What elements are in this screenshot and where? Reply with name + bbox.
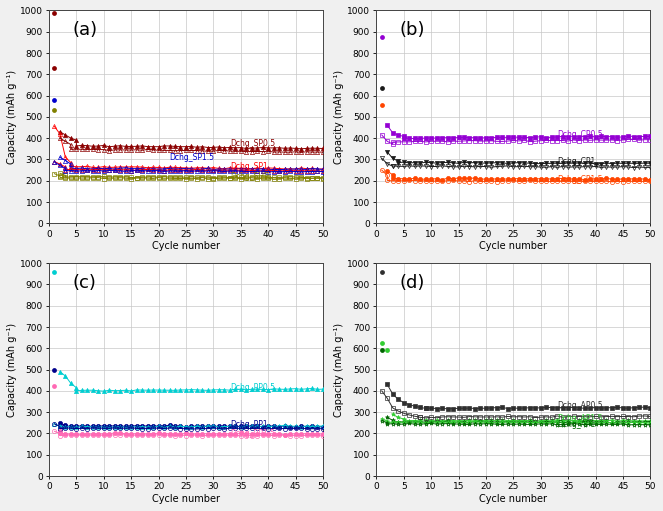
Point — [49, 366, 60, 375]
Text: (a): (a) — [72, 21, 97, 39]
Point — [377, 268, 387, 276]
Text: Dchg_SHP: Dchg_SHP — [230, 172, 269, 181]
X-axis label: Cycle number: Cycle number — [479, 494, 547, 504]
Text: Dchg_AP1.5: Dchg_AP1.5 — [557, 413, 603, 423]
Point — [377, 84, 387, 92]
Text: Dchg_AP0.5: Dchg_AP0.5 — [557, 401, 603, 410]
X-axis label: Cycle number: Cycle number — [479, 241, 547, 251]
Point — [49, 64, 60, 72]
Text: Dchg_SP0.5: Dchg_SP0.5 — [230, 139, 275, 148]
Point — [49, 9, 60, 17]
Point — [377, 33, 387, 41]
Y-axis label: Capacity (mAh g⁻¹): Capacity (mAh g⁻¹) — [7, 70, 17, 164]
Y-axis label: Capacity (mAh g⁻¹): Capacity (mAh g⁻¹) — [334, 70, 344, 164]
X-axis label: Cycle number: Cycle number — [152, 494, 220, 504]
Y-axis label: Capacity (mAh g⁻¹): Capacity (mAh g⁻¹) — [7, 322, 17, 416]
Text: Dchg_PP0.5: Dchg_PP0.5 — [230, 383, 274, 392]
Point — [382, 346, 392, 355]
Text: Dchg_CP0.5: Dchg_CP0.5 — [557, 130, 603, 140]
Text: (d): (d) — [399, 274, 424, 292]
Text: (b): (b) — [399, 21, 425, 39]
Text: Dchg_PP1.5: Dchg_PP1.5 — [230, 429, 274, 438]
Point — [49, 106, 60, 114]
Point — [49, 382, 60, 390]
Point — [49, 96, 60, 104]
Point — [377, 101, 387, 109]
Point — [377, 346, 387, 355]
Point — [377, 339, 387, 347]
Text: Dchg_CP1: Dchg_CP1 — [557, 157, 595, 166]
Text: (c): (c) — [73, 274, 97, 292]
Y-axis label: Capacity (mAh g⁻¹): Capacity (mAh g⁻¹) — [334, 322, 344, 416]
Text: Dchg_SP1.5: Dchg_SP1.5 — [170, 153, 215, 162]
Text: Dchg_PP1: Dchg_PP1 — [230, 420, 267, 429]
Text: Dchg_CP1.5: Dchg_CP1.5 — [557, 175, 603, 184]
Point — [49, 268, 60, 276]
X-axis label: Cycle number: Cycle number — [152, 241, 220, 251]
Text: Dchg_SP1: Dchg_SP1 — [230, 162, 268, 171]
Text: Dchg_AP1: Dchg_AP1 — [557, 420, 595, 429]
